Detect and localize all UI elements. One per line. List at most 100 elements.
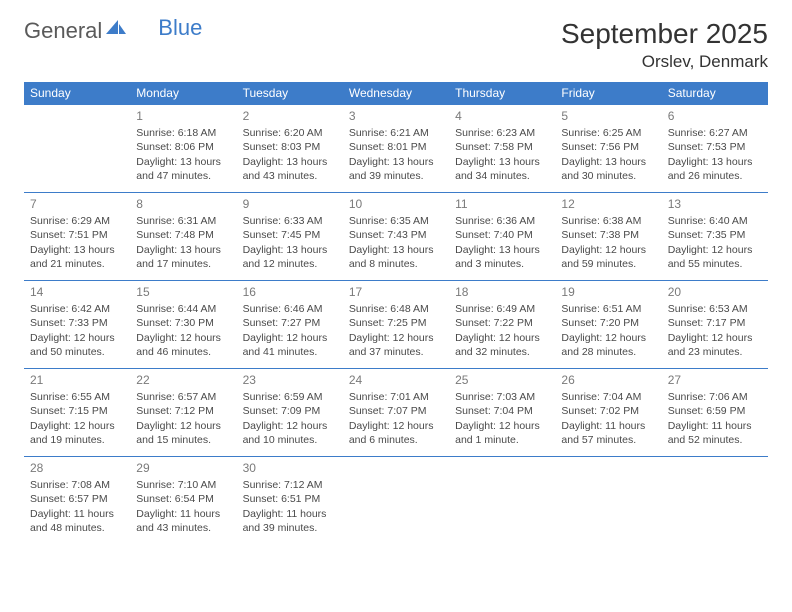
day1-text: Daylight: 11 hours — [668, 419, 762, 433]
calendar-cell: 25Sunrise: 7:03 AMSunset: 7:04 PMDayligh… — [449, 369, 555, 457]
calendar-cell: 24Sunrise: 7:01 AMSunset: 7:07 PMDayligh… — [343, 369, 449, 457]
day1-text: Daylight: 11 hours — [561, 419, 655, 433]
day-header-row: SundayMondayTuesdayWednesdayThursdayFrid… — [24, 82, 768, 105]
day1-text: Daylight: 12 hours — [561, 331, 655, 345]
sunrise-text: Sunrise: 6:31 AM — [136, 214, 230, 228]
calendar-table: SundayMondayTuesdayWednesdayThursdayFrid… — [24, 82, 768, 545]
day1-text: Daylight: 12 hours — [668, 331, 762, 345]
day1-text: Daylight: 12 hours — [668, 243, 762, 257]
day1-text: Daylight: 12 hours — [561, 243, 655, 257]
day-number: 6 — [668, 108, 762, 124]
calendar-cell: 14Sunrise: 6:42 AMSunset: 7:33 PMDayligh… — [24, 281, 130, 369]
calendar-week: 28Sunrise: 7:08 AMSunset: 6:57 PMDayligh… — [24, 457, 768, 545]
day2-text: and 50 minutes. — [30, 345, 124, 359]
calendar-cell: 16Sunrise: 6:46 AMSunset: 7:27 PMDayligh… — [237, 281, 343, 369]
sunset-text: Sunset: 6:51 PM — [243, 492, 337, 506]
sunrise-text: Sunrise: 7:10 AM — [136, 478, 230, 492]
sunrise-text: Sunrise: 6:21 AM — [349, 126, 443, 140]
sunset-text: Sunset: 7:02 PM — [561, 404, 655, 418]
calendar-cell — [343, 457, 449, 545]
day2-text: and 30 minutes. — [561, 169, 655, 183]
calendar-cell — [662, 457, 768, 545]
day-header: Sunday — [24, 82, 130, 105]
day2-text: and 55 minutes. — [668, 257, 762, 271]
sunset-text: Sunset: 7:45 PM — [243, 228, 337, 242]
day-number: 21 — [30, 372, 124, 388]
day1-text: Daylight: 13 hours — [349, 155, 443, 169]
sunset-text: Sunset: 8:03 PM — [243, 140, 337, 154]
day2-text: and 21 minutes. — [30, 257, 124, 271]
calendar-cell: 28Sunrise: 7:08 AMSunset: 6:57 PMDayligh… — [24, 457, 130, 545]
sunrise-text: Sunrise: 6:29 AM — [30, 214, 124, 228]
sunrise-text: Sunrise: 6:59 AM — [243, 390, 337, 404]
sunset-text: Sunset: 7:56 PM — [561, 140, 655, 154]
sunset-text: Sunset: 7:25 PM — [349, 316, 443, 330]
day1-text: Daylight: 12 hours — [30, 331, 124, 345]
calendar-cell: 18Sunrise: 6:49 AMSunset: 7:22 PMDayligh… — [449, 281, 555, 369]
day1-text: Daylight: 11 hours — [30, 507, 124, 521]
calendar-week: 1Sunrise: 6:18 AMSunset: 8:06 PMDaylight… — [24, 105, 768, 193]
calendar-cell: 2Sunrise: 6:20 AMSunset: 8:03 PMDaylight… — [237, 105, 343, 193]
calendar-cell: 13Sunrise: 6:40 AMSunset: 7:35 PMDayligh… — [662, 193, 768, 281]
calendar-week: 14Sunrise: 6:42 AMSunset: 7:33 PMDayligh… — [24, 281, 768, 369]
calendar-cell: 4Sunrise: 6:23 AMSunset: 7:58 PMDaylight… — [449, 105, 555, 193]
day2-text: and 8 minutes. — [349, 257, 443, 271]
day-number: 30 — [243, 460, 337, 476]
brand-logo: General Blue — [24, 18, 202, 44]
day-number: 23 — [243, 372, 337, 388]
day1-text: Daylight: 12 hours — [243, 331, 337, 345]
day2-text: and 48 minutes. — [30, 521, 124, 535]
brand-part2: Blue — [158, 15, 202, 41]
day1-text: Daylight: 12 hours — [455, 331, 549, 345]
day2-text: and 28 minutes. — [561, 345, 655, 359]
day2-text: and 52 minutes. — [668, 433, 762, 447]
sunrise-text: Sunrise: 6:20 AM — [243, 126, 337, 140]
day-number: 20 — [668, 284, 762, 300]
day-number: 4 — [455, 108, 549, 124]
sunset-text: Sunset: 8:06 PM — [136, 140, 230, 154]
day-number: 5 — [561, 108, 655, 124]
day-header: Friday — [555, 82, 661, 105]
sunset-text: Sunset: 7:43 PM — [349, 228, 443, 242]
sunrise-text: Sunrise: 6:49 AM — [455, 302, 549, 316]
day1-text: Daylight: 12 hours — [349, 419, 443, 433]
day2-text: and 6 minutes. — [349, 433, 443, 447]
title-block: September 2025 Orslev, Denmark — [561, 18, 768, 72]
calendar-cell — [449, 457, 555, 545]
day-number: 25 — [455, 372, 549, 388]
sunset-text: Sunset: 7:58 PM — [455, 140, 549, 154]
sunset-text: Sunset: 7:40 PM — [455, 228, 549, 242]
day-number: 26 — [561, 372, 655, 388]
sunset-text: Sunset: 7:53 PM — [668, 140, 762, 154]
day-number: 3 — [349, 108, 443, 124]
day2-text: and 12 minutes. — [243, 257, 337, 271]
day1-text: Daylight: 12 hours — [349, 331, 443, 345]
calendar-cell: 15Sunrise: 6:44 AMSunset: 7:30 PMDayligh… — [130, 281, 236, 369]
calendar-body: 1Sunrise: 6:18 AMSunset: 8:06 PMDaylight… — [24, 105, 768, 545]
calendar-cell: 27Sunrise: 7:06 AMSunset: 6:59 PMDayligh… — [662, 369, 768, 457]
day1-text: Daylight: 12 hours — [136, 419, 230, 433]
sunset-text: Sunset: 7:20 PM — [561, 316, 655, 330]
day1-text: Daylight: 12 hours — [455, 419, 549, 433]
day1-text: Daylight: 13 hours — [30, 243, 124, 257]
calendar-cell: 22Sunrise: 6:57 AMSunset: 7:12 PMDayligh… — [130, 369, 236, 457]
calendar-cell: 6Sunrise: 6:27 AMSunset: 7:53 PMDaylight… — [662, 105, 768, 193]
day2-text: and 47 minutes. — [136, 169, 230, 183]
sunset-text: Sunset: 7:38 PM — [561, 228, 655, 242]
sunrise-text: Sunrise: 7:12 AM — [243, 478, 337, 492]
day1-text: Daylight: 13 hours — [243, 243, 337, 257]
sunset-text: Sunset: 7:51 PM — [30, 228, 124, 242]
day-number: 17 — [349, 284, 443, 300]
calendar-cell: 3Sunrise: 6:21 AMSunset: 8:01 PMDaylight… — [343, 105, 449, 193]
day2-text: and 15 minutes. — [136, 433, 230, 447]
sunrise-text: Sunrise: 6:55 AM — [30, 390, 124, 404]
calendar-cell: 10Sunrise: 6:35 AMSunset: 7:43 PMDayligh… — [343, 193, 449, 281]
day1-text: Daylight: 13 hours — [668, 155, 762, 169]
calendar-cell: 8Sunrise: 6:31 AMSunset: 7:48 PMDaylight… — [130, 193, 236, 281]
calendar-cell: 21Sunrise: 6:55 AMSunset: 7:15 PMDayligh… — [24, 369, 130, 457]
day1-text: Daylight: 13 hours — [561, 155, 655, 169]
calendar-cell: 5Sunrise: 6:25 AMSunset: 7:56 PMDaylight… — [555, 105, 661, 193]
day-number: 16 — [243, 284, 337, 300]
sunset-text: Sunset: 6:57 PM — [30, 492, 124, 506]
calendar-cell: 7Sunrise: 6:29 AMSunset: 7:51 PMDaylight… — [24, 193, 130, 281]
